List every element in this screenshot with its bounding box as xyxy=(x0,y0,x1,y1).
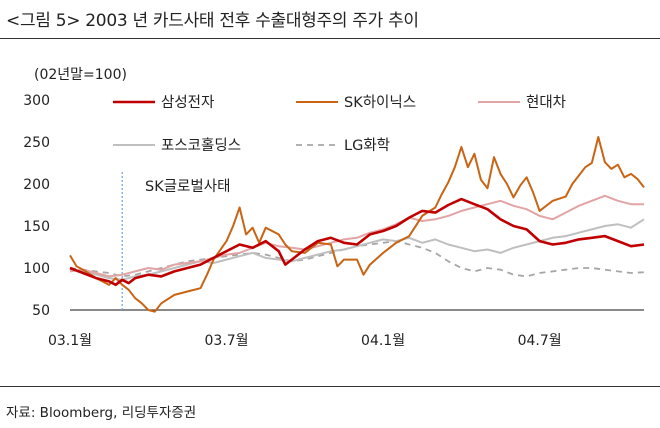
top-rule xyxy=(0,38,660,39)
bottom-rule xyxy=(0,386,660,387)
y-tick-labels: 50 100 150 200 250 300 xyxy=(23,93,50,319)
series-line xyxy=(69,197,645,287)
figure-title: <그림 5> 2003 년 카드사태 전후 수출대형주의 주가 추이 xyxy=(6,11,419,31)
y-tick-label: 150 xyxy=(23,219,50,235)
series-line xyxy=(69,218,645,281)
x-tick-label: 04.1월 xyxy=(361,333,405,349)
series-line xyxy=(69,194,644,278)
annotation-label: SK글로벌사태 xyxy=(145,178,230,195)
legend-label: SK하이닉스 xyxy=(344,94,416,111)
y-axis-title: (02년말=100) xyxy=(34,67,127,83)
annotation-sk-global: SK글로벌사태 xyxy=(121,172,230,310)
legend-label: LG화학 xyxy=(344,137,390,154)
x-tick-label: 04.7월 xyxy=(518,333,562,349)
y-tick-label: 300 xyxy=(23,93,50,109)
source-note: 자료: Bloomberg, 리딩투자증권 xyxy=(6,405,197,421)
x-tick-labels: 03.1월 03.7월 04.1월 04.7월 xyxy=(48,333,562,349)
x-tick-label: 03.7월 xyxy=(205,333,249,349)
x-tick-label: 03.1월 xyxy=(48,333,92,349)
y-tick-label: 100 xyxy=(23,261,50,277)
legend-label: 삼성전자 xyxy=(161,94,214,111)
series-line xyxy=(69,136,645,313)
series-lines xyxy=(69,136,645,313)
y-tick-label: 250 xyxy=(23,135,50,151)
legend-label: 현대차 xyxy=(526,94,566,111)
y-tick-label: 50 xyxy=(32,303,50,319)
legend-label: 포스코홀딩스 xyxy=(161,137,241,154)
y-tick-label: 200 xyxy=(23,177,50,193)
